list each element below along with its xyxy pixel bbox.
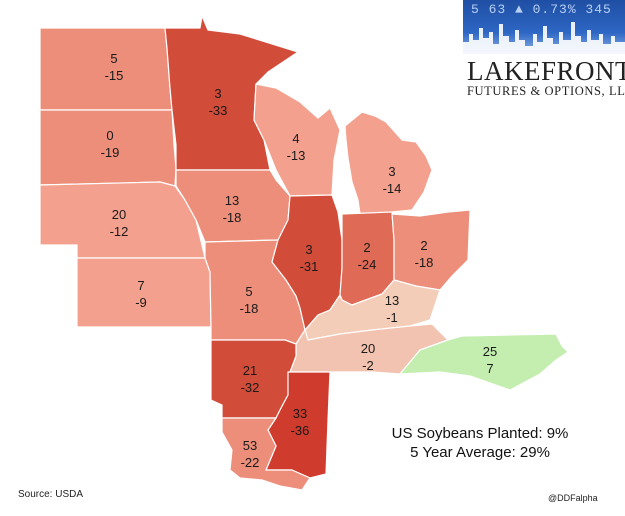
label-arkansas: 21 -32 [241, 363, 260, 395]
label-line2: -36 [291, 423, 310, 438]
state-michigan [344, 111, 433, 215]
label-missouri: 5 -18 [240, 284, 259, 316]
label-line1: 4 [292, 131, 299, 146]
label-line2: -1 [386, 310, 398, 325]
label-line1: 3 [305, 242, 312, 257]
label-line1: 21 [243, 363, 257, 378]
label-tennessee: 20 -2 [361, 341, 375, 373]
skyline-icon [463, 22, 625, 54]
logo-ticker-text: 5 63 ▲ 0.73% 345 [471, 2, 612, 17]
label-line2: -32 [241, 380, 260, 395]
label-line1: 25 [483, 344, 497, 359]
label-ohio: 2 -18 [415, 238, 434, 270]
source-note: Source: USDA [18, 489, 84, 500]
label-line1: 0 [106, 128, 113, 143]
state-nebraska [39, 181, 206, 259]
label-line2: -14 [383, 181, 402, 196]
label-south-dakota: 0 -19 [101, 128, 120, 160]
label-illinois: 3 -31 [300, 242, 319, 274]
state-north-carolina [399, 333, 569, 391]
planted-stat: US Soybeans Planted: 9% [391, 425, 569, 442]
average-stat: 5 Year Average: 29% [410, 444, 550, 461]
label-line1: 7 [137, 278, 144, 293]
logo-company-subtitle: FUTURES & OPTIONS, LLC. [467, 84, 625, 98]
soybean-stats: US Soybeans Planted: 9% 5 Year Average: … [370, 424, 590, 462]
company-logo: 5 63 ▲ 0.73% 345 LAKEFRONT FUTURES & OPT… [463, 0, 625, 100]
label-line1: 3 [214, 86, 221, 101]
state-labels: 5 -15 3 -33 0 -19 4 -13 3 -14 20 -12 13 … [101, 51, 498, 470]
label-line2: -9 [135, 295, 147, 310]
label-north-dakota: 5 -15 [105, 51, 124, 83]
label-michigan: 3 -14 [383, 164, 402, 196]
label-line1: 33 [293, 406, 307, 421]
label-kentucky: 13 -1 [385, 293, 399, 325]
label-north-carolina: 25 7 [483, 344, 497, 376]
label-line2: -33 [209, 103, 228, 118]
label-line2: -31 [300, 259, 319, 274]
label-line1: 20 [361, 341, 375, 356]
label-line2: -13 [287, 148, 306, 163]
label-line2: 7 [486, 361, 493, 376]
label-line2: -12 [110, 224, 129, 239]
label-line2: -24 [358, 257, 377, 272]
label-line1: 2 [363, 240, 370, 255]
label-line2: -18 [240, 301, 259, 316]
label-wisconsin: 4 -13 [287, 131, 306, 163]
label-line1: 13 [225, 193, 239, 208]
label-kansas: 7 -9 [135, 278, 147, 310]
state-ohio [391, 209, 471, 291]
label-line2: -19 [101, 145, 120, 160]
label-line1: 3 [388, 164, 395, 179]
label-line1: 5 [110, 51, 117, 66]
label-indiana: 2 -24 [358, 240, 377, 272]
label-nebraska: 20 -12 [110, 207, 129, 239]
logo-company-name: LAKEFRONT [467, 56, 625, 86]
label-line2: -18 [223, 210, 242, 225]
state-louisiana [221, 417, 311, 491]
label-line1: 53 [243, 438, 257, 453]
label-line1: 2 [420, 238, 427, 253]
twitter-handle: @DDFalpha [548, 493, 598, 503]
label-line1: 5 [245, 284, 252, 299]
label-line1: 20 [112, 207, 126, 222]
label-line2: -18 [415, 255, 434, 270]
label-mississippi: 33 -36 [291, 406, 310, 438]
label-louisiana: 53 -22 [241, 438, 260, 470]
label-line2: -22 [241, 455, 260, 470]
label-line1: 13 [385, 293, 399, 308]
label-minnesota: 3 -33 [209, 86, 228, 118]
logo-skyline-image: 5 63 ▲ 0.73% 345 [463, 0, 625, 54]
label-line2: -15 [105, 68, 124, 83]
state-wisconsin [253, 83, 341, 197]
label-iowa: 13 -18 [223, 193, 242, 225]
label-line2: -2 [362, 358, 374, 373]
